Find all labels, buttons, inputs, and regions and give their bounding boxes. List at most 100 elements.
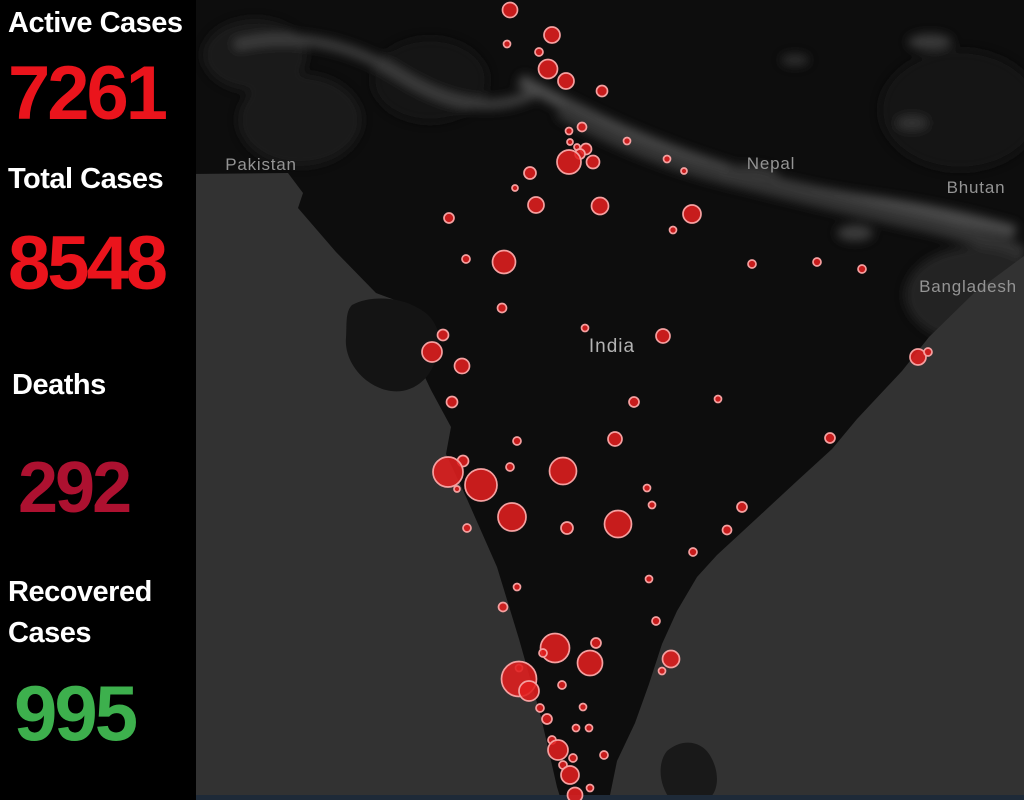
case-bubble[interactable] xyxy=(461,254,471,264)
case-bubble[interactable] xyxy=(571,723,581,733)
case-bubble[interactable] xyxy=(491,249,517,275)
case-bubble[interactable] xyxy=(628,396,640,408)
case-bubble[interactable] xyxy=(688,547,698,557)
case-bubble[interactable] xyxy=(644,574,654,584)
case-bubble[interactable] xyxy=(512,582,522,592)
case-bubble[interactable] xyxy=(585,154,601,170)
case-bubble[interactable] xyxy=(662,154,672,164)
case-bubble[interactable] xyxy=(812,257,822,267)
case-bubble[interactable] xyxy=(736,501,748,513)
deaths-value: 292 xyxy=(18,448,132,528)
case-bubble[interactable] xyxy=(857,264,867,274)
case-bubble[interactable] xyxy=(651,616,661,626)
case-bubble[interactable] xyxy=(538,648,548,658)
case-bubble[interactable] xyxy=(535,703,545,713)
case-bubble[interactable] xyxy=(713,394,723,404)
case-bubble[interactable] xyxy=(566,786,584,800)
terrain-texture xyxy=(203,19,1024,343)
case-bubble[interactable] xyxy=(436,328,450,342)
total-cases-label: Total Cases xyxy=(8,163,164,195)
case-bubble[interactable] xyxy=(657,666,667,676)
case-bubble[interactable] xyxy=(421,341,443,363)
case-bubble[interactable] xyxy=(560,521,574,535)
case-bubble[interactable] xyxy=(599,750,609,760)
arabian-sea xyxy=(190,173,561,800)
case-bubble[interactable] xyxy=(464,468,498,502)
map-attribution-bar xyxy=(190,795,1024,800)
recovered-cases-label: Recovered Cases xyxy=(8,576,152,649)
case-bubble[interactable] xyxy=(512,436,522,446)
case-bubble[interactable] xyxy=(462,523,472,533)
country-label-bangladesh: Bangladesh xyxy=(919,277,1017,296)
case-bubble[interactable] xyxy=(547,739,569,761)
case-bubble[interactable] xyxy=(590,196,610,216)
case-bubble[interactable] xyxy=(909,348,927,366)
case-bubble[interactable] xyxy=(622,136,632,146)
country-label-pakistan: Pakistan xyxy=(225,155,297,174)
case-bubble[interactable] xyxy=(647,500,657,510)
active-cases-label: Active Cases xyxy=(8,7,183,39)
case-bubble[interactable] xyxy=(541,713,553,725)
country-label-nepal: Nepal xyxy=(747,154,795,173)
case-bubble[interactable] xyxy=(496,302,508,314)
case-bubble[interactable] xyxy=(432,456,464,488)
case-bubble[interactable] xyxy=(537,58,559,80)
case-bubble[interactable] xyxy=(497,601,509,613)
case-bubble[interactable] xyxy=(603,509,633,539)
case-bubble[interactable] xyxy=(445,395,459,409)
case-bubble[interactable] xyxy=(578,702,588,712)
case-bubble[interactable] xyxy=(560,765,580,785)
case-bubble[interactable] xyxy=(661,649,681,669)
case-bubble[interactable] xyxy=(556,149,582,175)
case-bubble[interactable] xyxy=(505,462,515,472)
case-bubble[interactable] xyxy=(501,1,519,19)
case-bubble[interactable] xyxy=(747,259,757,269)
case-bubble[interactable] xyxy=(497,502,527,532)
case-bubble[interactable] xyxy=(668,225,678,235)
case-bubble[interactable] xyxy=(680,167,688,175)
case-bubble[interactable] xyxy=(539,632,571,664)
case-bubble[interactable] xyxy=(682,204,702,224)
case-bubble[interactable] xyxy=(590,637,602,649)
country-label-india: India xyxy=(589,336,635,357)
case-bubble[interactable] xyxy=(502,39,512,49)
case-bubble[interactable] xyxy=(443,212,455,224)
case-bubble[interactable] xyxy=(655,328,671,344)
case-bubble[interactable] xyxy=(576,649,604,677)
case-bubble[interactable] xyxy=(585,783,595,793)
case-bubble[interactable] xyxy=(595,84,609,98)
case-bubble[interactable] xyxy=(534,47,544,57)
case-bubble[interactable] xyxy=(642,483,652,493)
case-bubble[interactable] xyxy=(824,432,836,444)
case-bubble[interactable] xyxy=(527,196,545,214)
case-bubble[interactable] xyxy=(923,347,933,357)
case-bubble[interactable] xyxy=(557,72,575,90)
sri-lanka-landmass xyxy=(660,742,717,800)
deaths-label: Deaths xyxy=(12,369,106,401)
stats-sidebar: Active Cases 7261 Total Cases 8548 Death… xyxy=(0,0,196,800)
case-bubble[interactable] xyxy=(557,680,567,690)
case-bubble[interactable] xyxy=(584,723,594,733)
bubble-layer xyxy=(421,1,933,800)
recovered-cases-value: 995 xyxy=(14,669,138,757)
active-cases-value: 7261 xyxy=(8,51,168,136)
case-bubble[interactable] xyxy=(721,524,733,536)
bay-of-bengal xyxy=(609,256,1024,800)
case-bubble[interactable] xyxy=(523,166,537,180)
case-bubble[interactable] xyxy=(607,431,623,447)
case-bubble[interactable] xyxy=(568,753,578,763)
case-bubble[interactable] xyxy=(511,184,519,192)
case-bubble[interactable] xyxy=(548,456,578,486)
case-bubble[interactable] xyxy=(580,323,590,333)
case-bubble[interactable] xyxy=(453,485,461,493)
case-bubble[interactable] xyxy=(566,138,574,146)
case-bubble[interactable] xyxy=(543,26,561,44)
case-bubble[interactable] xyxy=(518,680,540,702)
case-bubble[interactable] xyxy=(564,126,574,136)
case-bubble[interactable] xyxy=(453,357,471,375)
total-cases-value: 8548 xyxy=(8,221,168,306)
case-bubble[interactable] xyxy=(576,121,588,133)
kathiawar-peninsula xyxy=(345,298,440,392)
